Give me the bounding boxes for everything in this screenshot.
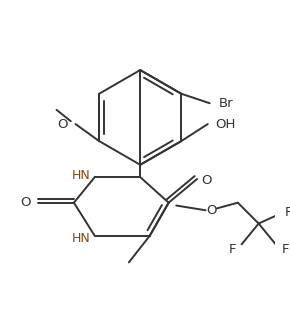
Text: O: O	[206, 204, 217, 217]
Text: F: F	[285, 206, 290, 219]
Text: OH: OH	[215, 118, 236, 130]
Text: F: F	[281, 242, 289, 256]
Text: F: F	[229, 242, 236, 256]
Text: O: O	[57, 118, 68, 130]
Text: HN: HN	[71, 169, 90, 182]
Text: O: O	[20, 196, 30, 209]
Text: HN: HN	[71, 232, 90, 245]
Text: O: O	[201, 174, 211, 187]
Text: Br: Br	[219, 97, 234, 110]
